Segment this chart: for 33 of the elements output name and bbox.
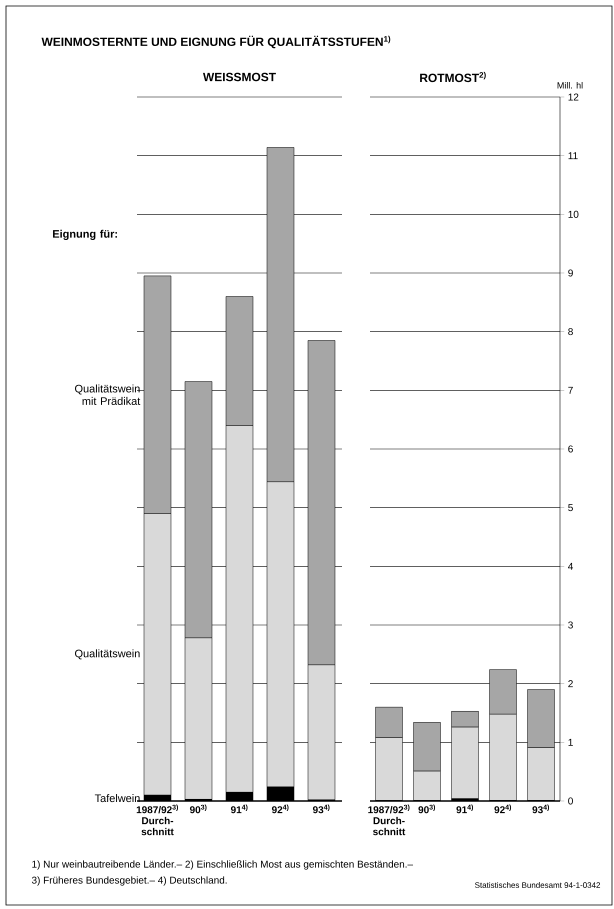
series-label: Qualitätswein mit Prädikat bbox=[75, 384, 140, 405]
y-tick-label: 9 bbox=[568, 269, 573, 277]
y-tick-label: 7 bbox=[568, 386, 573, 394]
y-tick-label: 2 bbox=[568, 680, 573, 688]
series-label: Tafelwein bbox=[94, 794, 140, 802]
y-tick-label: 3 bbox=[568, 621, 573, 629]
chart-title: ROTMOST$^{2)}$ bbox=[420, 72, 486, 82]
text: 3) Früheres Bundesgebiet.– 4) Deutschland. bbox=[32, 876, 227, 886]
y-tick-label: 6 bbox=[568, 445, 573, 453]
x-tick-label: 1987/92$^{3)}$ Durch- schnitt bbox=[368, 804, 410, 836]
x-tick-label: 1987/92$^{3)}$ Durch- schnitt bbox=[136, 804, 178, 836]
x-tick-label: 91$^{4)}$ bbox=[456, 804, 474, 814]
y-tick-label: 12 bbox=[568, 94, 578, 100]
x-tick-label: 92$^{4)}$ bbox=[494, 804, 512, 814]
y-tick-label: 1 bbox=[568, 738, 573, 746]
x-tick-label: 92$^{4)}$ bbox=[272, 804, 289, 814]
y-tick-label: 11 bbox=[568, 152, 578, 160]
y-axis-title: Mill. hl bbox=[558, 82, 583, 88]
chart-subtitle: WEISSMOST bbox=[202, 72, 276, 82]
y-tick-label: 8 bbox=[568, 328, 573, 336]
x-tick-label: 93$^{4)}$ bbox=[532, 804, 550, 814]
y-tick-label: 5 bbox=[568, 504, 573, 512]
x-tick-label: 93$^{4)}$ bbox=[312, 804, 330, 814]
series-label: Qualitätswein bbox=[75, 649, 140, 660]
x-tick-label: 90$^{3)}$ bbox=[190, 804, 207, 814]
legend-title: Eignung für: bbox=[53, 230, 117, 240]
text: 1) Nur weinbautreibende Länder.– 2) Einschließlich Most aus gemischten Beständen.– bbox=[32, 860, 414, 870]
x-tick-label: 91$^{4)}$ bbox=[230, 804, 248, 814]
y-tick-label: 4 bbox=[568, 562, 574, 570]
y-tick-label: 10 bbox=[568, 210, 578, 218]
chart-title: WEINMOSTERNTE UND EIGNUNG FÜR QUALITÄTSSTUFEN$^{1)}$ bbox=[42, 36, 390, 48]
y-tick-label: 0 bbox=[568, 797, 573, 805]
x-tick-label: 90$^{3)}$ bbox=[418, 804, 436, 814]
